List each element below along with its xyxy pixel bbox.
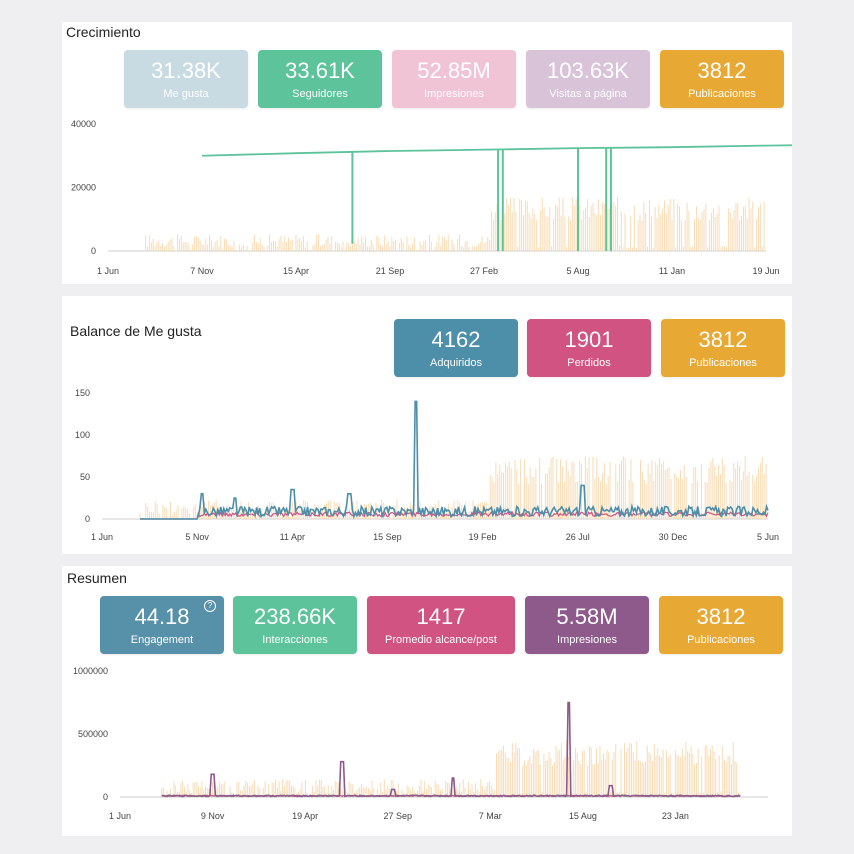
card-posts-summary[interactable]: 3812 Publicaciones (659, 596, 783, 654)
y-tick-label: 150 (75, 388, 90, 398)
x-tick-label: 15 Aug (569, 811, 597, 821)
x-tick-label: 21 Sep (376, 266, 405, 276)
card-engagement-label: Engagement (130, 634, 194, 646)
card-lost-label: Perdidos (567, 357, 611, 369)
summary-chart[interactable]: 0 500000 1000000 1 Jun 9 Nov 19 Apr 27 Sep 7 Ma… (62, 664, 792, 832)
card-impressions-summary-value: 5.58M (556, 604, 618, 629)
likes-balance-panel: Balance de Me gusta 4162 Adquiridos 1901… (62, 296, 792, 554)
likes-balance-title: Balance de Me gusta (70, 323, 202, 339)
series-line-impresiones (161, 701, 741, 798)
x-tick-label: 23 Jan (662, 811, 689, 821)
help-icon[interactable]: ? (204, 600, 216, 612)
x-tick-label: 1 Jun (109, 811, 131, 821)
x-tick-label: 19 Jun (752, 266, 779, 276)
x-tick-label: 1 Jun (97, 266, 119, 276)
y-tick-label: 500000 (78, 729, 108, 739)
card-impressions[interactable]: 52.85M Impresiones (392, 50, 516, 108)
card-posts-growth-value: 3812 (697, 58, 747, 83)
card-page-visits[interactable]: 103.63K Visitas a página (526, 50, 650, 108)
y-tick-label: 0 (91, 246, 96, 256)
card-engagement-value: 44.18 (134, 604, 190, 629)
growth-chart[interactable]: 0 20000 40000 1 Jun 7 Nov 15 Apr 21 Sep 27 Feb 5… (62, 114, 792, 294)
likes-balance-chart[interactable]: 0 50 100 150 1 Jun 5 Nov 11 Apr 15 Sep 19 Feb 26 … (62, 384, 792, 548)
x-tick-label: 11 Apr (280, 532, 305, 542)
y-tick-label: 0 (103, 792, 108, 802)
card-posts-growth-label: Publicaciones (688, 88, 756, 100)
card-impressions-summary-label: Impresiones (557, 634, 617, 646)
x-tick-label: 19 Feb (469, 532, 497, 542)
card-likes-label: Me gusta (163, 88, 209, 100)
card-interactions[interactable]: 238.66K Interacciones (233, 596, 357, 654)
card-likes-value: 31.38K (151, 58, 221, 83)
card-followers[interactable]: 33.61K Seguidores (258, 50, 382, 108)
summary-title: Resumen (67, 570, 127, 586)
card-interactions-label: Interacciones (262, 634, 328, 646)
x-tick-label: 5 Jun (757, 532, 779, 542)
card-avg-reach-label: Promedio alcance/post (385, 634, 497, 646)
x-tick-label: 15 Sep (373, 532, 402, 542)
y-tick-label: 20000 (71, 183, 96, 193)
y-tick-label: 100 (75, 430, 90, 440)
x-tick-label: 11 Jan (659, 266, 685, 276)
card-acquired-label: Adquiridos (430, 357, 482, 369)
card-posts-summary-value: 3812 (696, 604, 746, 629)
x-tick-label: 1 Jun (91, 532, 113, 542)
card-posts-balance-value: 3812 (698, 327, 748, 352)
card-avg-reach[interactable]: 1417 Promedio alcance/post (367, 596, 515, 654)
card-page-visits-value: 103.63K (547, 58, 629, 83)
card-posts-growth[interactable]: 3812 Publicaciones (660, 50, 784, 108)
series-line-adquiridos (140, 400, 769, 520)
x-tick-label: 30 Dec (659, 532, 688, 542)
card-acquired[interactable]: 4162 Adquiridos (394, 319, 518, 377)
growth-title: Crecimiento (66, 24, 141, 40)
card-lost-value: 1901 (564, 327, 614, 352)
x-tick-label: 5 Aug (566, 266, 589, 276)
x-tick-label: 7 Nov (190, 266, 214, 276)
y-tick-label: 40000 (71, 119, 96, 129)
followers-line (201, 144, 792, 157)
card-page-visits-label: Visitas a página (549, 88, 627, 100)
card-likes[interactable]: 31.38K Me gusta (124, 50, 248, 108)
x-tick-label: 19 Apr (292, 811, 318, 821)
x-tick-label: 15 Apr (283, 266, 309, 276)
card-impressions-value: 52.85M (417, 58, 491, 83)
card-posts-balance[interactable]: 3812 Publicaciones (661, 319, 785, 377)
x-tick-label: 26 Jul (566, 532, 590, 542)
card-engagement[interactable]: 44.18 Engagement ? (100, 596, 224, 654)
x-tick-label: 27 Sep (383, 811, 412, 821)
y-tick-label: 1000000 (73, 666, 108, 676)
card-impressions-label: Impresiones (424, 88, 484, 100)
x-tick-label: 27 Feb (470, 266, 498, 276)
y-tick-label: 50 (80, 472, 90, 482)
x-tick-label: 7 Mar (479, 811, 502, 821)
card-avg-reach-value: 1417 (416, 604, 466, 629)
card-followers-label: Seguidores (292, 88, 348, 100)
x-tick-label: 5 Nov (185, 532, 209, 542)
y-tick-label: 0 (85, 514, 90, 524)
growth-panel: Crecimiento 31.38K Me gusta 33.61K Segui… (62, 22, 792, 284)
card-impressions-summary[interactable]: 5.58M Impresiones (525, 596, 649, 654)
card-lost[interactable]: 1901 Perdidos (527, 319, 651, 377)
card-interactions-value: 238.66K (254, 604, 336, 629)
x-tick-label: 9 Nov (201, 811, 225, 821)
card-posts-summary-label: Publicaciones (687, 634, 755, 646)
card-posts-balance-label: Publicaciones (689, 357, 757, 369)
card-acquired-value: 4162 (431, 327, 481, 352)
card-followers-value: 33.61K (285, 58, 355, 83)
summary-panel: Resumen 44.18 Engagement ? 238.66K Inter… (62, 566, 792, 836)
